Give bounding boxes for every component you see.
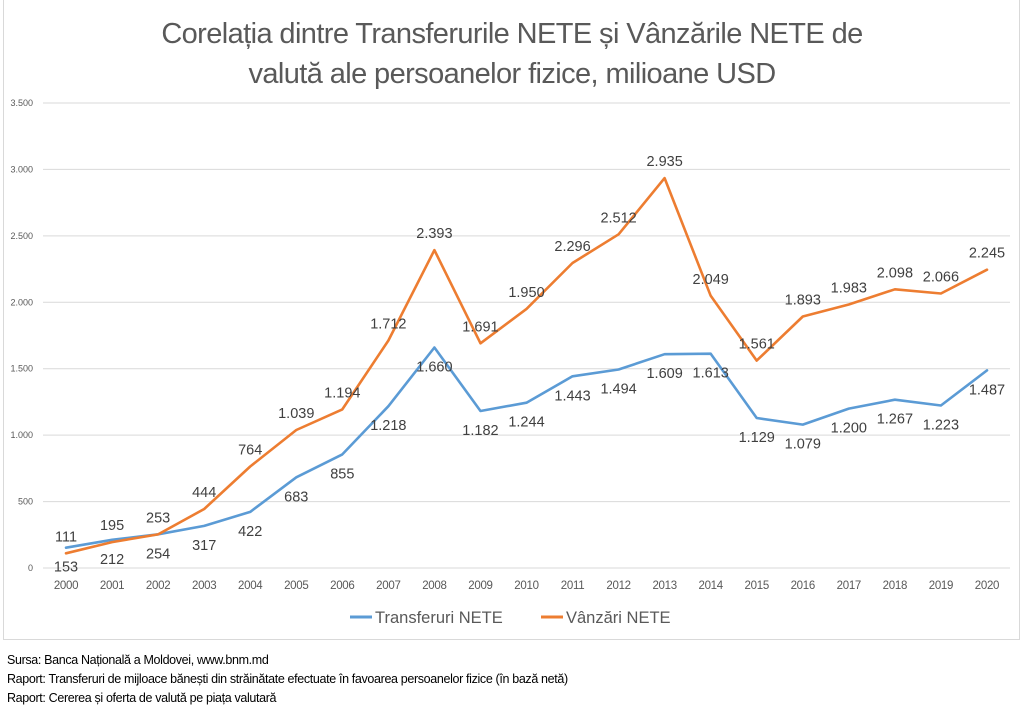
data-label: 2.512 [600,210,636,226]
data-label: 2.098 [877,265,913,281]
data-label: 1.950 [508,285,544,301]
source-line: Sursa: Banca Națională a Moldovei, www.b… [7,653,269,667]
data-label: 2.049 [693,272,729,288]
data-label: 212 [100,552,124,568]
y-tick-label: 3.000 [10,164,33,174]
x-tick-label: 2014 [698,580,723,592]
data-label: 683 [284,489,308,505]
x-tick-label: 2012 [606,580,630,592]
data-label: 253 [146,510,170,526]
x-tick-label: 2001 [100,580,124,592]
data-label: 1.223 [923,418,959,434]
data-label: 111 [55,529,77,545]
x-tick-label: 2020 [975,580,999,592]
y-tick-label: 1.500 [10,364,33,374]
series-line-vanzari [64,176,989,555]
gridlines [43,102,1010,569]
y-tick-label: 3.500 [10,98,33,108]
y-tick-label: 2.000 [10,297,33,307]
data-label: 2.935 [646,154,682,170]
data-label: 1.443 [554,388,590,404]
data-label: 1.039 [278,406,314,422]
x-tick-label: 2018 [883,580,907,592]
data-label: 2.393 [416,226,452,242]
data-label: 1.613 [693,366,729,382]
data-label: 855 [330,466,354,482]
x-tick-label: 2013 [652,580,676,592]
data-label: 1.129 [739,430,775,446]
data-label: 2.296 [554,239,590,255]
data-label: 1.218 [370,418,406,434]
x-tick-label: 2011 [561,580,585,592]
y-tick-label: 2.500 [10,231,33,241]
chart-title-line-1: Corelația dintre Transferurile NETE și V… [161,18,862,50]
data-labels: 153 212 254 317 422 683 855 1.218 1.660 1.182 1.24… [54,154,1005,576]
data-label: 1.194 [324,385,360,401]
x-tick-label: 2000 [54,580,78,592]
data-label: 1.182 [462,423,498,439]
legend-label-transferuri: Transferuri NETE [375,609,503,627]
data-label: 317 [192,538,216,554]
data-label: 1.494 [600,382,636,398]
report-line-transfers: Raport: Transferuri de mijloace bănești … [7,672,568,686]
data-label: 1.487 [969,382,1005,398]
y-tick-label: 1.000 [10,430,33,440]
x-tick-label: 2002 [146,580,170,592]
x-tick-label: 2007 [376,580,400,592]
series-line-transferuri [64,346,989,550]
x-tick-label: 2005 [284,580,308,592]
data-label: 1.561 [739,337,775,353]
series-lines [64,176,989,555]
x-tick-label: 2009 [468,580,492,592]
legend-label-vanzari: Vânzări NETE [566,609,671,627]
report-line-currency: Raport: Cererea și oferta de valută pe p… [7,691,277,705]
legend: Transferuri NETE Vânzări NETE [350,609,671,627]
data-label: 1.609 [646,366,682,382]
y-tick-label: 500 [18,497,33,507]
data-label: 764 [238,442,262,458]
y-tick-label: 0 [28,563,33,573]
data-label: 1.893 [785,293,821,309]
data-label: 2.066 [923,270,959,286]
x-tick-label: 2015 [745,580,769,592]
data-label: 1.244 [508,415,544,431]
data-label: 1.267 [877,412,913,428]
x-tick-label: 2017 [837,580,861,592]
data-label: 195 [100,518,124,534]
data-label: 1.691 [462,319,498,335]
x-tick-label: 2006 [330,580,354,592]
data-label: 153 [54,560,78,576]
chart-title-line-2: valută ale persoanelor fizice, milioane … [248,58,775,90]
x-tick-label: 2016 [791,580,815,592]
data-label: 422 [238,524,262,540]
x-tick-label: 2008 [422,580,446,592]
source-notes: Sursa: Banca Națională a Moldovei, www.b… [7,651,568,708]
line-chart: Corelația dintre Transferurile NETE și V… [10,18,1010,627]
data-label: 1.712 [370,317,406,333]
chart-frame [3,0,1020,640]
data-label: 1.660 [416,359,452,375]
data-label: 2.245 [969,246,1005,262]
data-label: 1.200 [831,421,867,437]
x-tick-label: 2019 [929,580,953,592]
x-tick-label: 2010 [514,580,538,592]
data-label: 444 [192,485,216,501]
x-axis: 2000 2001 2002 2003 2004 2005 2006 2007 2008 2009… [54,580,1000,592]
x-tick-label: 2003 [192,580,216,592]
y-axis: 0 500 1.000 1.500 2.000 2.500 3.000 3.500 [10,98,33,573]
data-label: 254 [146,546,170,562]
data-label: 1.079 [785,437,821,453]
x-tick-label: 2004 [238,580,263,592]
data-label: 1.983 [831,281,867,297]
